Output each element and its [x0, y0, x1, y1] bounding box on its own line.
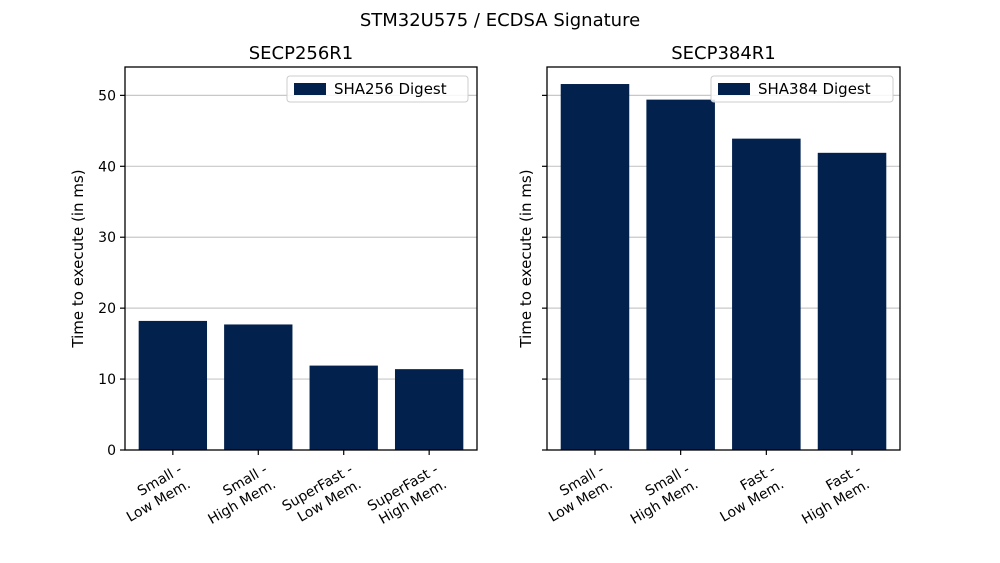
legend-box — [710, 75, 894, 103]
bar — [224, 324, 293, 450]
y-tick-label: 0 — [107, 443, 116, 459]
bar — [394, 369, 464, 450]
legend-swatch — [718, 83, 750, 95]
legend-box — [286, 75, 469, 103]
bar — [560, 84, 630, 451]
bar — [732, 138, 801, 450]
y-axis-label: Time to execute (in ms) — [69, 169, 87, 348]
y-axis-label: Time to execute (in ms) — [517, 169, 535, 348]
y-tick-label: 10 — [98, 372, 116, 388]
legend-label: SHA384 Digest — [758, 80, 871, 98]
bar — [309, 365, 378, 450]
chart-title: SECP256R1 — [249, 43, 354, 64]
y-tick-label: 50 — [98, 88, 116, 104]
bar — [646, 99, 715, 451]
y-tick-label: 20 — [98, 301, 116, 317]
y-tick-label: 30 — [98, 230, 116, 246]
axes-frame — [546, 66, 901, 451]
legend-swatch — [294, 83, 326, 95]
axes-frame — [124, 66, 478, 451]
chart-title: SECP384R1 — [671, 43, 776, 64]
y-tick-label: 40 — [98, 159, 116, 175]
bar — [138, 320, 208, 450]
bar — [817, 152, 887, 450]
legend-label: SHA256 Digest — [334, 80, 447, 98]
figure-title: STM32U575 / ECDSA Signature — [360, 10, 640, 31]
